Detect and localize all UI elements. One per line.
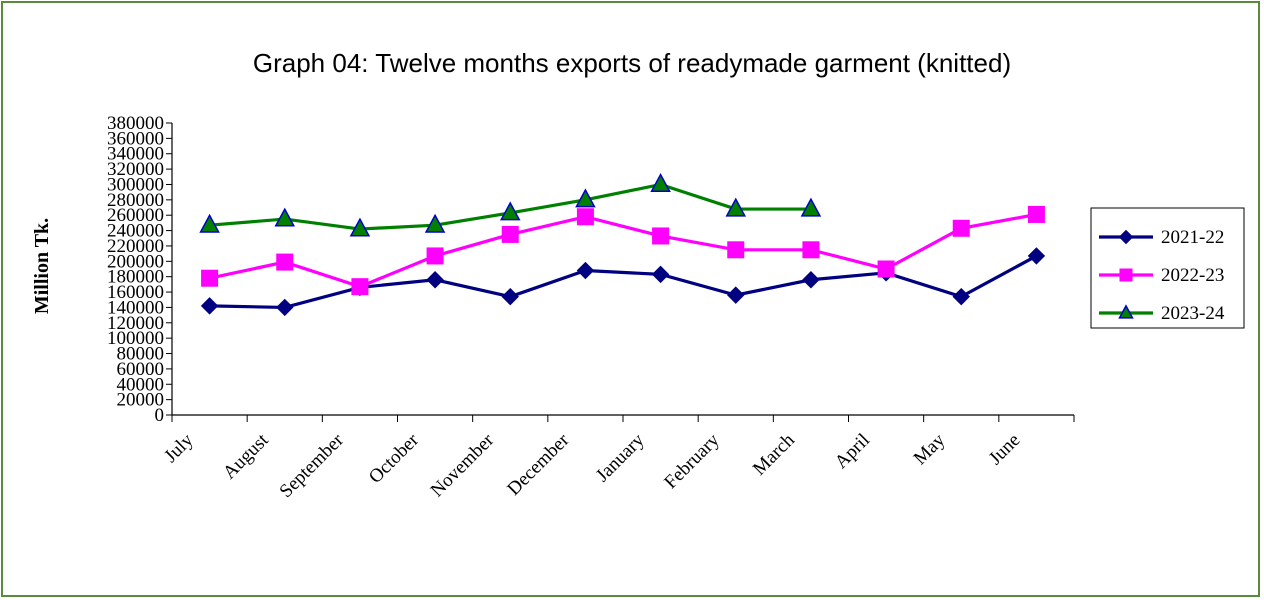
y-tick-label: 160000 bbox=[107, 282, 164, 303]
legend-box bbox=[1090, 207, 1245, 329]
x-tick-label: June bbox=[985, 430, 1024, 469]
y-axis-ticks: 0200004000060000800001000001200001400001… bbox=[107, 113, 172, 426]
y-tick-label: 220000 bbox=[107, 236, 164, 257]
x-tick-label: August bbox=[219, 429, 273, 483]
y-axis-label: Million Tk. bbox=[31, 218, 53, 314]
data-point bbox=[201, 269, 219, 287]
data-point bbox=[1027, 205, 1045, 223]
legend-entry: 2022-23 bbox=[1099, 265, 1224, 286]
legend-entry: 2021-22 bbox=[1099, 227, 1224, 248]
data-point bbox=[200, 297, 219, 315]
y-tick-label: 300000 bbox=[107, 174, 164, 195]
x-tick-label: March bbox=[749, 429, 799, 479]
x-tick-label: December bbox=[503, 429, 574, 500]
data-point bbox=[1118, 229, 1134, 245]
y-tick-label: 120000 bbox=[107, 313, 164, 334]
y-tick-label: 280000 bbox=[107, 190, 164, 211]
x-tick-label: April bbox=[831, 430, 874, 473]
data-point bbox=[1027, 247, 1046, 265]
data-point bbox=[877, 260, 895, 278]
series-line bbox=[209, 254, 1038, 310]
y-tick-label: 260000 bbox=[107, 205, 164, 226]
y-tick-label: 200000 bbox=[107, 251, 164, 272]
series-2021-22 bbox=[200, 247, 1046, 317]
y-tick-label: 240000 bbox=[107, 221, 164, 242]
data-point bbox=[501, 287, 519, 306]
y-tick-label: 60000 bbox=[117, 359, 165, 380]
data-point bbox=[952, 219, 970, 237]
y-tick-label: 40000 bbox=[117, 374, 165, 395]
y-tick-label: 320000 bbox=[107, 159, 164, 180]
legend-label: 2022-23 bbox=[1161, 265, 1224, 286]
y-tick-label: 80000 bbox=[117, 344, 165, 365]
x-tick-label: May bbox=[910, 429, 950, 469]
data-point bbox=[499, 201, 521, 221]
y-tick-label: 20000 bbox=[117, 390, 165, 411]
series-line bbox=[209, 212, 1037, 289]
x-tick-label: February bbox=[660, 429, 724, 493]
legend-label: 2023-24 bbox=[1161, 303, 1225, 324]
data-point bbox=[650, 172, 671, 192]
y-tick-label: 180000 bbox=[107, 267, 164, 288]
x-tick-label: September bbox=[276, 429, 349, 502]
y-tick-label: 380000 bbox=[107, 113, 164, 134]
data-point bbox=[727, 286, 745, 304]
x-tick-label: January bbox=[592, 429, 649, 486]
data-point bbox=[199, 213, 220, 233]
chart-title: Graph 04: Twelve months exports of ready… bbox=[253, 48, 1011, 78]
series-layer bbox=[199, 172, 1046, 317]
y-tick-label: 100000 bbox=[107, 328, 164, 349]
x-tick-label: October bbox=[365, 429, 424, 488]
y-tick-label: 0 bbox=[155, 405, 165, 426]
data-point bbox=[576, 208, 594, 226]
data-point bbox=[727, 241, 745, 259]
data-point bbox=[652, 227, 670, 245]
data-point bbox=[349, 217, 371, 237]
x-tick-label: July bbox=[160, 429, 198, 467]
data-point bbox=[276, 298, 294, 317]
data-point bbox=[725, 197, 747, 217]
data-point bbox=[424, 213, 446, 233]
data-point bbox=[802, 241, 820, 259]
series-2022-23 bbox=[201, 205, 1045, 296]
legend-entry: 2023-24 bbox=[1099, 303, 1225, 324]
legend: 2021-22 2022-23 2023-24 bbox=[1090, 207, 1245, 329]
data-point bbox=[426, 247, 444, 265]
data-point bbox=[351, 278, 369, 296]
data-point bbox=[575, 188, 596, 208]
data-point bbox=[276, 253, 294, 271]
data-point bbox=[651, 265, 670, 284]
data-point bbox=[1119, 268, 1133, 282]
series-2023-24 bbox=[199, 172, 822, 237]
legend-label: 2021-22 bbox=[1161, 227, 1224, 248]
data-point bbox=[576, 261, 595, 280]
data-point bbox=[426, 271, 444, 289]
data-point bbox=[952, 287, 970, 306]
data-point bbox=[800, 197, 822, 217]
data-point bbox=[802, 271, 820, 289]
data-point bbox=[501, 225, 519, 243]
y-tick-label: 140000 bbox=[107, 297, 164, 318]
y-tick-label: 360000 bbox=[107, 128, 164, 149]
data-point bbox=[274, 207, 296, 227]
y-tick-label: 340000 bbox=[107, 144, 164, 165]
x-tick-label: November bbox=[427, 429, 499, 501]
x-axis-ticks: July August September October November Decemb… bbox=[160, 415, 1075, 502]
data-point bbox=[1118, 304, 1134, 319]
